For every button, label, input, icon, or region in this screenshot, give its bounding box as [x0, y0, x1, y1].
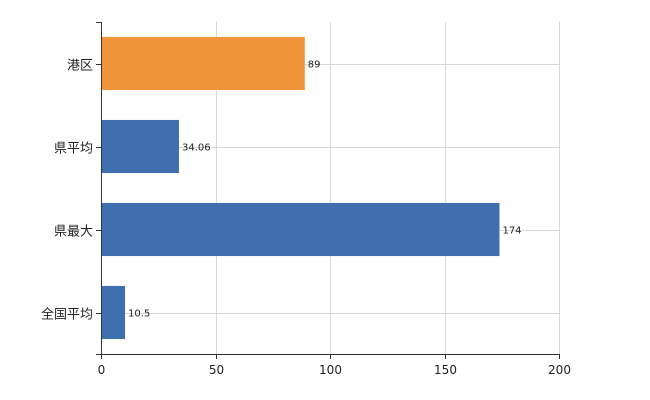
- y-tick-label: 県平均: [54, 142, 93, 157]
- bar: [101, 119, 179, 174]
- x-tick-label: 0: [98, 363, 106, 377]
- x-tick-label: 50: [209, 363, 224, 377]
- x-tick-label: 100: [319, 363, 342, 377]
- data-label: 89: [308, 60, 321, 71]
- x-tick-label: 200: [548, 363, 571, 377]
- bars: [101, 36, 500, 340]
- data-label: 174: [502, 226, 521, 237]
- bar: [101, 202, 500, 257]
- y-tick-label: 県最大: [54, 225, 93, 240]
- y-tick-label: 全国平均: [41, 307, 93, 323]
- data-label: 34.06: [182, 143, 211, 154]
- axes: [96, 22, 560, 359]
- bar: [101, 36, 305, 91]
- y-tick-label: 港区: [67, 59, 93, 74]
- bar: [101, 285, 126, 340]
- x-tick-label: 150: [434, 363, 457, 377]
- data-label: 10.5: [128, 309, 150, 320]
